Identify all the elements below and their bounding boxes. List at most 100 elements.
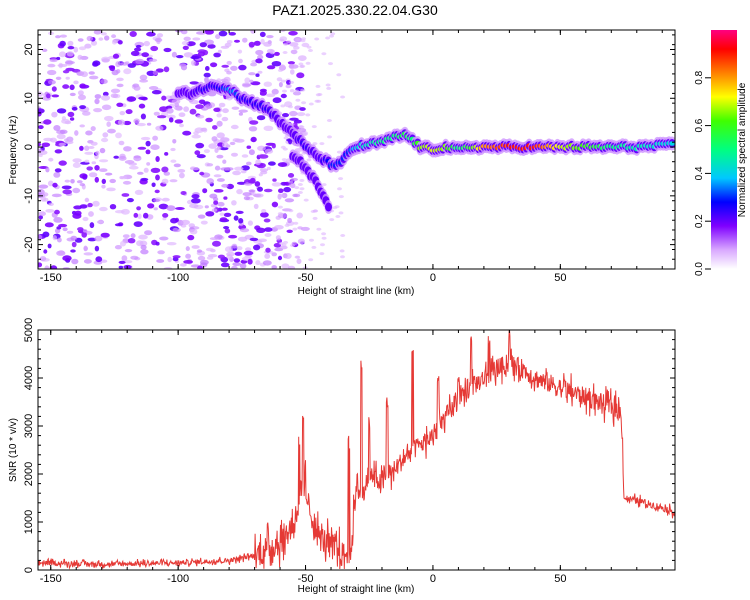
- noise-cell: [118, 155, 127, 161]
- noise-cell: [171, 51, 177, 58]
- noise-cell: [135, 44, 142, 48]
- noise-cell: [146, 31, 156, 37]
- noise-cell: [215, 34, 221, 40]
- noise-cell: [197, 255, 206, 261]
- noise-cell: [58, 223, 68, 228]
- noise-cell: [76, 180, 83, 184]
- spectrogram-heatmap: [38, 30, 675, 269]
- colorbar-tick-label: 0.0: [694, 262, 705, 276]
- noise-cell: [136, 240, 144, 247]
- noise-cell: [271, 201, 279, 208]
- noise-cell: [214, 165, 221, 171]
- noise-cell: [292, 91, 302, 96]
- noise-cell: [249, 120, 259, 125]
- noise-cell: [308, 49, 313, 52]
- noise-cell: [287, 265, 296, 269]
- noise-cell: [283, 42, 289, 46]
- noise-cell: [205, 211, 215, 217]
- snr-ylabel: SNR (10 * v/v): [8, 418, 19, 482]
- noise-cell: [104, 35, 110, 41]
- noise-cell: [253, 193, 264, 198]
- noise-cell: [125, 109, 133, 115]
- noise-cell: [124, 61, 130, 65]
- noise-cell: [87, 202, 93, 208]
- noise-cell: [279, 64, 286, 70]
- noise-cell: [236, 246, 243, 251]
- noise-cell: [218, 102, 226, 108]
- noise-cell: [101, 178, 107, 184]
- noise-cell: [285, 85, 291, 89]
- noise-cell: [189, 229, 198, 235]
- noise-cell: [79, 145, 84, 151]
- noise-cell: [294, 89, 300, 93]
- noise-cell: [187, 234, 195, 241]
- noise-cell: [114, 223, 123, 227]
- noise-cell: [253, 40, 261, 46]
- noise-cell: [92, 200, 100, 207]
- noise-cell: [191, 60, 196, 66]
- noise-cell: [336, 150, 342, 154]
- noise-cell: [336, 73, 342, 77]
- noise-cell: [196, 31, 206, 35]
- noise-cell: [226, 40, 233, 44]
- noise-cell: [242, 83, 252, 87]
- noise-cell: [286, 229, 293, 233]
- noise-cell: [205, 117, 213, 123]
- noise-cell: [265, 247, 271, 253]
- noise-cell: [213, 196, 219, 202]
- noise-cell: [319, 142, 325, 146]
- noise-cell: [107, 128, 116, 134]
- noise-cell: [49, 58, 58, 63]
- noise-cell: [161, 197, 170, 202]
- noise-cell: [319, 252, 325, 256]
- noise-cell: [254, 181, 261, 187]
- noise-cell: [81, 231, 87, 238]
- noise-cell: [99, 147, 106, 154]
- noise-cell: [155, 156, 160, 162]
- noise-cell: [330, 32, 336, 36]
- noise-cell: [119, 111, 126, 116]
- noise-cell: [195, 142, 205, 149]
- noise-cell: [43, 249, 48, 254]
- noise-cell: [47, 79, 56, 85]
- noise-cell: [224, 228, 231, 234]
- noise-cell: [170, 159, 177, 163]
- noise-cell: [59, 34, 67, 38]
- noise-cell: [205, 66, 210, 71]
- noise-cell: [189, 81, 199, 85]
- noise-cell: [156, 33, 164, 38]
- noise-cell: [226, 70, 232, 75]
- noise-cell: [58, 142, 66, 147]
- noise-cell: [88, 71, 95, 75]
- noise-cell: [290, 243, 295, 247]
- noise-cell: [148, 86, 159, 90]
- noise-cell: [231, 106, 240, 110]
- noise-cell: [329, 34, 334, 38]
- noise-cell: [211, 208, 218, 213]
- noise-cell: [311, 245, 317, 249]
- noise-cell: [180, 219, 190, 225]
- noise-cell: [288, 209, 294, 213]
- noise-cell: [238, 58, 243, 64]
- noise-cell: [120, 208, 130, 215]
- noise-cell: [217, 254, 225, 259]
- noise-cell: [283, 186, 292, 193]
- noise-cell: [238, 64, 247, 71]
- noise-cell: [158, 203, 169, 210]
- y-tick-label: 5000: [23, 318, 35, 342]
- noise-cell: [50, 265, 58, 269]
- noise-cell: [43, 197, 49, 202]
- noise-cell: [62, 84, 70, 89]
- noise-cell: [180, 263, 187, 267]
- noise-cell: [62, 70, 70, 74]
- noise-cell: [126, 96, 137, 102]
- colorbar-tick-label: 0.4: [694, 166, 705, 180]
- noise-cell: [183, 106, 190, 112]
- noise-cell: [257, 70, 263, 74]
- noise-cell: [248, 126, 258, 132]
- noise-cell: [301, 101, 307, 105]
- noise-cell: [224, 42, 232, 48]
- noise-cell: [180, 191, 187, 195]
- noise-cell: [101, 137, 109, 143]
- noise-cell: [100, 232, 110, 238]
